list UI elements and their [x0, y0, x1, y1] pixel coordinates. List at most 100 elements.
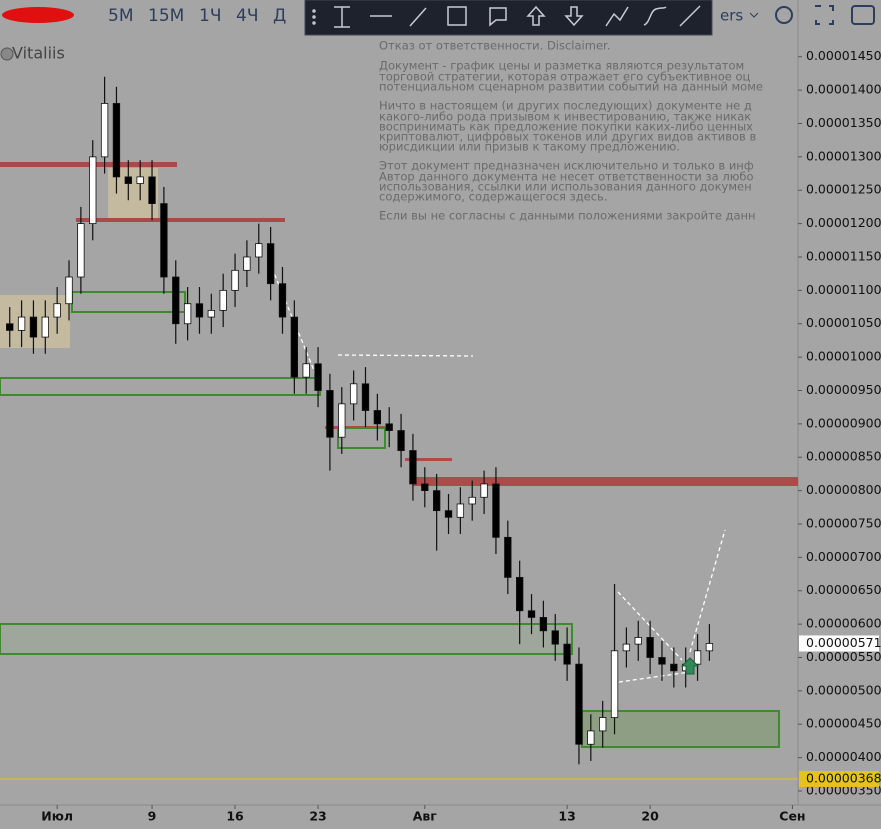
level-label: 0.00000368	[806, 770, 881, 785]
resistance	[413, 477, 798, 486]
author: Vitaliis	[12, 44, 65, 63]
disclaimer-line: какого-либо рода призывом к инвестирован…	[379, 110, 751, 124]
candle-body	[6, 323, 14, 331]
candle-body	[693, 650, 702, 665]
candle-body	[243, 256, 251, 271]
candle-body	[338, 403, 346, 438]
candle-body	[172, 276, 180, 325]
candle-body	[658, 657, 666, 665]
timeframe-button[interactable]: Д	[273, 6, 286, 26]
candle-body	[516, 576, 524, 612]
settings-icon[interactable]	[775, 6, 793, 24]
icon[interactable]	[489, 7, 507, 27]
icon[interactable]	[526, 5, 546, 26]
y-tick-label: 0.00001300	[806, 148, 881, 163]
candle-body	[89, 156, 97, 225]
candle-body	[314, 363, 322, 391]
candle-body	[409, 450, 417, 485]
icon[interactable]	[334, 6, 350, 28]
icon[interactable]	[564, 6, 584, 27]
candle-body	[456, 503, 465, 518]
dashed-line	[689, 529, 726, 653]
disclaimer-line: воспринимать как предложение покупки как…	[379, 120, 753, 134]
y-tick-label: 0.00000750	[806, 515, 881, 530]
candle-body	[634, 637, 642, 645]
candle-body	[575, 663, 583, 745]
candle-body	[41, 316, 49, 338]
grip	[312, 15, 316, 19]
timeframe-button[interactable]: 15M	[148, 6, 184, 26]
y-tick-label: 0.00001450	[806, 48, 881, 63]
candle-body	[349, 383, 358, 405]
icon[interactable]	[643, 6, 667, 26]
candle-body	[302, 363, 310, 378]
candle-body	[397, 430, 405, 451]
x-tick-label: Июл	[41, 809, 73, 824]
candle-body	[610, 650, 619, 718]
candle-body	[278, 283, 287, 318]
x-tick-label: Сен	[779, 809, 805, 824]
candle-body	[587, 730, 595, 745]
y-tick-label: 0.00001100	[806, 282, 881, 297]
candle-body	[705, 643, 714, 652]
level-label-box	[799, 770, 879, 787]
arrow-icon	[680, 657, 700, 675]
disclaimer-line: Автор данного документа не несет ответст…	[379, 170, 754, 184]
candle-body	[421, 483, 429, 492]
y-tick-label: 0.00000850	[806, 449, 881, 464]
y-tick-label: 0.00001250	[806, 182, 881, 197]
candle-body	[231, 269, 239, 291]
symbol-tail: ers	[720, 7, 743, 25]
timeframe-button[interactable]: 5M	[108, 6, 133, 26]
candles	[6, 76, 714, 765]
x-tick-label: 16	[226, 809, 244, 824]
candle-body	[148, 176, 156, 204]
candle-body	[622, 643, 631, 652]
candle-body	[195, 303, 204, 318]
candle-body	[53, 303, 61, 318]
disclaimer-line: потенциальном сценарном развитии событий…	[379, 80, 763, 94]
disclaimer-line: Если вы не согласны с данными положениям…	[379, 209, 756, 223]
fullscreen-icon[interactable]	[815, 5, 834, 25]
y-tick-label: 0.00000700	[806, 549, 881, 564]
icon[interactable]	[447, 6, 467, 26]
candle-body	[29, 316, 38, 338]
y-tick-label: 0.00000800	[806, 482, 881, 497]
candle-body	[480, 483, 488, 498]
resistance	[405, 458, 452, 461]
x-tick-label: 23	[309, 809, 326, 824]
candle-body	[492, 483, 500, 538]
icon[interactable]	[605, 6, 629, 27]
icon[interactable]	[679, 5, 701, 27]
candle-body	[646, 637, 654, 658]
x-tick-label: 9	[148, 809, 157, 824]
candle-body	[670, 663, 678, 672]
timeframe-button[interactable]: 4Ч	[236, 6, 258, 26]
dropdown[interactable]	[749, 12, 759, 18]
y-tick-label: 0.00000900	[806, 415, 881, 430]
y-tick-label: 0.00000500	[806, 682, 881, 697]
candle-body	[112, 103, 121, 178]
y-tick-label: 0.00001150	[806, 248, 881, 263]
candle-body	[207, 309, 215, 318]
x-tick-label: 20	[641, 809, 659, 824]
disclaimer: Отказ от ответственности. Disclaimer. Док…	[379, 39, 763, 223]
support-zone	[337, 427, 386, 449]
y-tick-label: 0.00000400	[806, 749, 881, 764]
dashed-line	[337, 354, 474, 357]
candle-body	[17, 316, 26, 331]
y-tick-label: 0.00000650	[806, 582, 881, 597]
dashed-line	[617, 591, 683, 661]
candle-body	[183, 303, 192, 325]
avatar	[0, 47, 14, 61]
grip	[312, 9, 316, 13]
candle-body	[563, 643, 571, 665]
candle-body	[385, 423, 393, 431]
icon[interactable]	[409, 7, 427, 27]
camera-icon[interactable]	[851, 5, 875, 25]
disclaimer-line: содержимого, содержащегося здесь.	[379, 190, 608, 204]
resistance	[0, 162, 177, 167]
candle-body	[373, 410, 382, 425]
timeframe-button[interactable]: 1Ч	[199, 6, 221, 26]
